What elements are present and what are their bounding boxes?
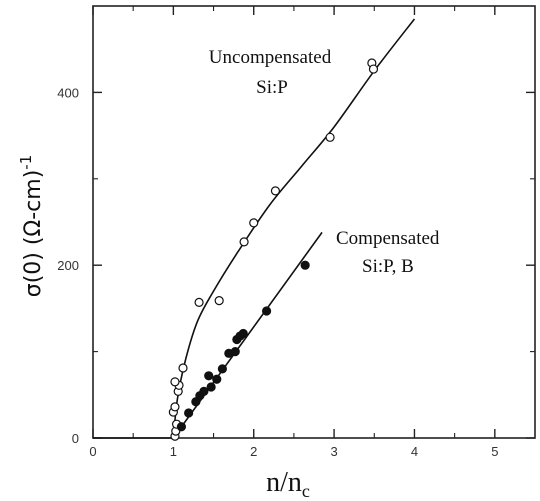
fit-curve-series-1 xyxy=(172,231,323,439)
series-label-compensated-line1: Compensated xyxy=(336,228,440,249)
series-label-uncompensated-line1: Uncompensated xyxy=(209,47,332,68)
y-axis-ticks: 0 200 400 xyxy=(57,85,535,446)
filled-data-point xyxy=(204,371,214,381)
y-axis-label-superscript: -1 xyxy=(17,155,35,170)
filled-data-point xyxy=(261,306,272,316)
filled-data-point xyxy=(300,260,310,270)
filled-data-point xyxy=(206,382,216,392)
x-axis-ticks: 0 1 2 3 4 5 xyxy=(89,6,498,459)
y-tick-label: 0 xyxy=(72,431,79,446)
open-data-point xyxy=(170,402,180,412)
y-axis-label: σ(0) (Ω-cm)-1 xyxy=(17,155,46,298)
y-tick-label: 400 xyxy=(57,85,79,100)
plot-frame xyxy=(92,5,536,439)
filled-data-point xyxy=(176,422,186,432)
x-tick-label: 4 xyxy=(411,444,418,459)
filled-data-point xyxy=(217,364,227,374)
open-data-point xyxy=(368,64,379,74)
filled-data-point xyxy=(230,347,240,357)
x-tick-label: 2 xyxy=(250,444,257,459)
x-tick-label: 3 xyxy=(330,444,337,459)
data-points xyxy=(168,58,379,441)
filled-data-point xyxy=(238,328,248,339)
filled-data-point xyxy=(184,408,194,418)
x-tick-label: 1 xyxy=(170,444,177,459)
series-label-uncompensated-line2: Si:P xyxy=(256,77,288,98)
open-data-point xyxy=(214,296,224,306)
open-data-point xyxy=(249,218,259,228)
x-tick-label: 5 xyxy=(491,444,498,459)
x-axis-label-subscript: c xyxy=(302,481,310,501)
series-label-compensated-line2: Si:P, B xyxy=(362,256,414,277)
x-axis-label-main: n/n xyxy=(266,467,302,498)
open-data-point xyxy=(325,132,335,142)
open-data-point xyxy=(194,297,204,307)
y-tick-label: 200 xyxy=(57,258,79,273)
filled-data-point xyxy=(212,374,222,384)
open-data-point xyxy=(270,186,281,196)
x-tick-label: 0 xyxy=(89,444,96,459)
open-data-point xyxy=(178,363,188,373)
filled-data-point xyxy=(199,386,209,396)
y-axis-label-main: σ(0) (Ω-cm) xyxy=(21,170,46,298)
open-data-point xyxy=(239,237,249,247)
x-axis-label: n/nc xyxy=(266,467,310,501)
open-data-point xyxy=(170,377,180,387)
